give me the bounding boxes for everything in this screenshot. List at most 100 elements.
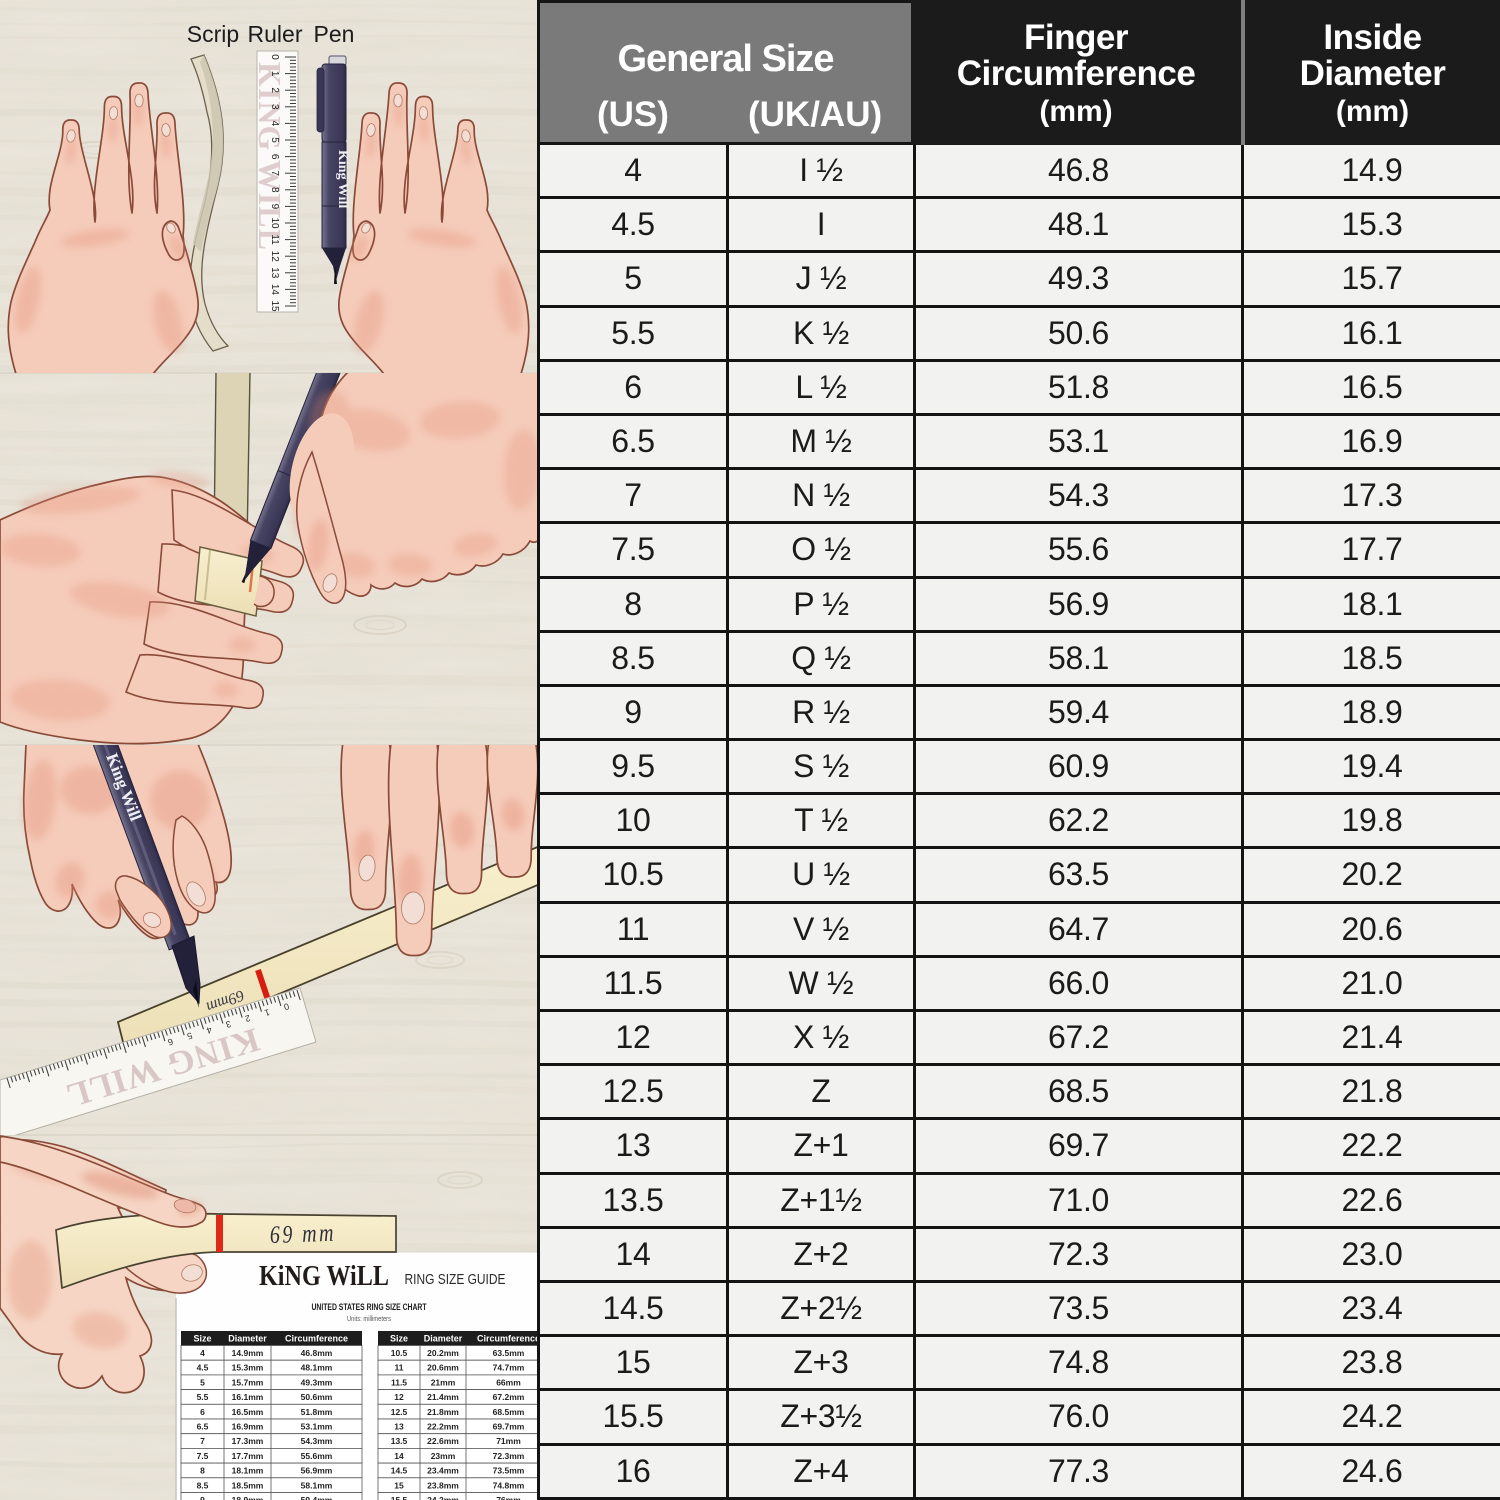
svg-text:17.7mm: 17.7mm <box>232 1451 264 1461</box>
svg-text:Scrip: Scrip <box>187 21 239 47</box>
svg-text:0: 0 <box>283 1001 291 1012</box>
svg-text:Diameter: Diameter <box>228 1334 267 1344</box>
svg-text:7: 7 <box>269 170 280 176</box>
svg-text:12: 12 <box>394 1392 404 1402</box>
svg-text:Circumference: Circumference <box>285 1334 348 1344</box>
svg-text:21.8mm: 21.8mm <box>427 1407 459 1417</box>
svg-text:6: 6 <box>167 1036 175 1047</box>
svg-text:9: 9 <box>200 1495 205 1500</box>
svg-text:50.6mm: 50.6mm <box>301 1392 333 1402</box>
svg-text:15.7mm: 15.7mm <box>232 1377 264 1387</box>
svg-text:54.3mm: 54.3mm <box>301 1436 333 1446</box>
svg-text:4.5: 4.5 <box>197 1363 209 1373</box>
svg-text:8.5: 8.5 <box>197 1480 209 1490</box>
svg-text:21mm: 21mm <box>431 1377 456 1387</box>
svg-text:12.5: 12.5 <box>391 1407 408 1417</box>
svg-text:14.5: 14.5 <box>391 1466 408 1476</box>
svg-text:20.6mm: 20.6mm <box>427 1363 459 1373</box>
svg-text:8: 8 <box>200 1466 205 1476</box>
svg-text:49.3mm: 49.3mm <box>301 1377 333 1387</box>
svg-text:7.5: 7.5 <box>197 1451 209 1461</box>
svg-text:74.8mm: 74.8mm <box>493 1480 525 1490</box>
svg-text:KING WILL: KING WILL <box>252 62 288 251</box>
svg-text:5.5: 5.5 <box>197 1392 209 1402</box>
svg-text:RING SIZE GUIDE: RING SIZE GUIDE <box>405 1271 506 1288</box>
svg-text:48.1mm: 48.1mm <box>301 1363 333 1373</box>
svg-text:58.1mm: 58.1mm <box>301 1480 333 1490</box>
svg-text:Units: millimeters: Units: millimeters <box>347 1316 391 1323</box>
svg-text:16.1mm: 16.1mm <box>232 1392 264 1402</box>
svg-text:12: 12 <box>269 251 280 263</box>
svg-text:13: 13 <box>269 267 280 279</box>
svg-text:10.5: 10.5 <box>391 1348 408 1358</box>
svg-text:56.9mm: 56.9mm <box>301 1466 333 1476</box>
svg-text:16.5mm: 16.5mm <box>232 1407 264 1417</box>
svg-text:5: 5 <box>269 137 280 143</box>
svg-text:55.6mm: 55.6mm <box>301 1451 333 1461</box>
svg-text:76mm: 76mm <box>496 1495 521 1500</box>
svg-text:69.7mm: 69.7mm <box>493 1422 525 1432</box>
svg-text:11.5: 11.5 <box>391 1377 407 1387</box>
svg-text:74.7mm: 74.7mm <box>493 1363 525 1373</box>
svg-text:6.5: 6.5 <box>197 1422 209 1432</box>
svg-text:73.5mm: 73.5mm <box>493 1466 525 1476</box>
svg-text:4: 4 <box>269 121 280 127</box>
svg-text:Pen: Pen <box>314 21 355 47</box>
svg-text:22.2mm: 22.2mm <box>427 1422 459 1432</box>
svg-text:2: 2 <box>244 1013 252 1024</box>
svg-text:Size: Size <box>193 1334 211 1344</box>
svg-text:59.4mm: 59.4mm <box>301 1495 333 1500</box>
svg-text:24.2mm: 24.2mm <box>427 1495 459 1500</box>
svg-text:53.1mm: 53.1mm <box>301 1422 333 1432</box>
svg-text:46.8mm: 46.8mm <box>301 1348 333 1358</box>
svg-text:2: 2 <box>269 87 280 93</box>
svg-text:15: 15 <box>269 300 280 312</box>
svg-text:7: 7 <box>200 1436 205 1446</box>
svg-text:4: 4 <box>205 1025 213 1036</box>
svg-text:23.8mm: 23.8mm <box>427 1480 459 1490</box>
svg-text:13: 13 <box>394 1422 404 1432</box>
svg-text:69 mm: 69 mm <box>269 1220 336 1249</box>
svg-text:0: 0 <box>269 54 280 60</box>
svg-text:23mm: 23mm <box>431 1451 456 1461</box>
svg-text:23.4mm: 23.4mm <box>427 1466 459 1476</box>
svg-text:6: 6 <box>200 1407 205 1417</box>
svg-text:18.9mm: 18.9mm <box>232 1495 264 1500</box>
svg-text:17.3mm: 17.3mm <box>232 1436 264 1446</box>
svg-text:9: 9 <box>269 204 280 210</box>
svg-text:1: 1 <box>263 1007 271 1018</box>
svg-text:18.1mm: 18.1mm <box>232 1466 264 1476</box>
svg-text:5: 5 <box>200 1377 205 1387</box>
svg-text:Size: Size <box>390 1334 408 1344</box>
svg-text:3: 3 <box>225 1019 233 1030</box>
svg-text:4: 4 <box>200 1348 205 1358</box>
svg-text:Diameter: Diameter <box>424 1334 463 1344</box>
svg-text:18.5mm: 18.5mm <box>232 1480 264 1490</box>
svg-text:UNITED STATES RING SIZE CHART: UNITED STATES RING SIZE CHART <box>312 1302 427 1313</box>
svg-text:67.2mm: 67.2mm <box>493 1392 525 1402</box>
svg-text:72.3mm: 72.3mm <box>493 1451 525 1461</box>
svg-text:22.6mm: 22.6mm <box>427 1436 459 1446</box>
svg-text:15: 15 <box>394 1480 404 1490</box>
svg-text:10: 10 <box>269 217 280 229</box>
svg-text:68.5mm: 68.5mm <box>493 1407 525 1417</box>
svg-text:King Will: King Will <box>335 150 350 208</box>
svg-text:15.5: 15.5 <box>391 1495 408 1500</box>
svg-text:15.3mm: 15.3mm <box>232 1363 264 1373</box>
svg-text:11: 11 <box>395 1363 404 1373</box>
svg-text:Circumference: Circumference <box>477 1334 537 1344</box>
svg-text:14: 14 <box>394 1451 404 1461</box>
svg-text:14.9mm: 14.9mm <box>232 1348 264 1358</box>
svg-text:20.2mm: 20.2mm <box>427 1348 459 1358</box>
svg-text:51.8mm: 51.8mm <box>301 1407 333 1417</box>
svg-text:6: 6 <box>269 154 280 160</box>
svg-text:3: 3 <box>269 104 280 110</box>
svg-text:63.5mm: 63.5mm <box>493 1348 525 1358</box>
svg-text:66mm: 66mm <box>496 1377 521 1387</box>
svg-text:KiNG WiLL: KiNG WiLL <box>259 1261 389 1292</box>
svg-text:14: 14 <box>269 284 280 296</box>
svg-text:11: 11 <box>269 234 280 245</box>
svg-text:21.4mm: 21.4mm <box>427 1392 459 1402</box>
svg-text:13.5: 13.5 <box>391 1436 408 1446</box>
svg-text:16.9mm: 16.9mm <box>232 1422 264 1432</box>
